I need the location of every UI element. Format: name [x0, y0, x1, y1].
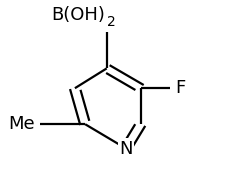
Text: F: F — [175, 79, 185, 97]
Text: 2: 2 — [107, 15, 116, 29]
Text: B(OH): B(OH) — [52, 6, 106, 24]
Text: N: N — [119, 140, 133, 158]
Text: Me: Me — [9, 115, 35, 133]
